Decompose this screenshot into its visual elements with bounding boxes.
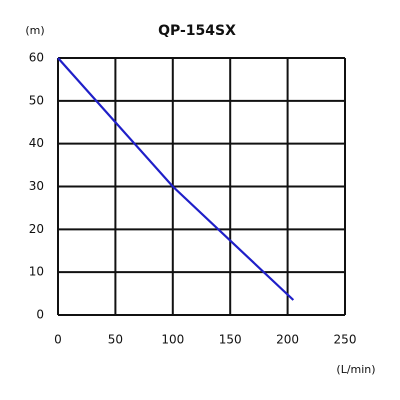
y-tick-label: 60 bbox=[29, 51, 44, 65]
y-axis-label: (m) bbox=[25, 24, 44, 37]
x-tick-label: 150 bbox=[219, 333, 242, 347]
y-tick-label: 10 bbox=[29, 265, 44, 279]
x-axis-label: (L/min) bbox=[336, 363, 375, 376]
x-tick-label: 100 bbox=[161, 333, 184, 347]
y-tick-label: 20 bbox=[29, 222, 44, 236]
data-line bbox=[57, 57, 295, 301]
y-tick-label: 40 bbox=[29, 136, 44, 150]
x-tick-label: 50 bbox=[108, 333, 123, 347]
y-tick-label: 30 bbox=[29, 179, 44, 193]
x-tick-label: 250 bbox=[334, 333, 357, 347]
chart-title: QP-154SX bbox=[158, 23, 236, 39]
y-tick-label: 0 bbox=[36, 308, 44, 322]
x-tick-label: 200 bbox=[276, 333, 299, 347]
x-tick-label: 0 bbox=[54, 333, 62, 347]
y-tick-label: 50 bbox=[29, 93, 44, 107]
